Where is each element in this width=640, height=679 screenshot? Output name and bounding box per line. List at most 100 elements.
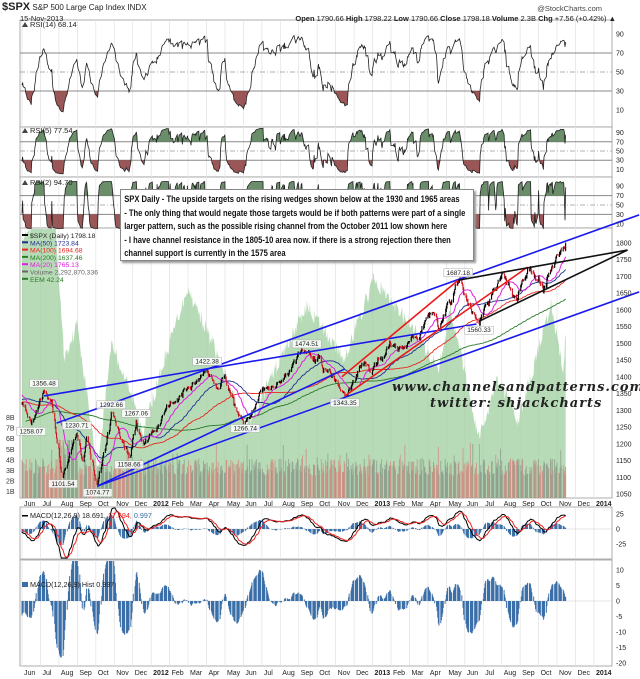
x-tick-label: Jul — [42, 670, 51, 677]
volume-tick-label: 7B — [6, 426, 15, 433]
note-line: larger pattern, such as the possible ris… — [124, 221, 448, 232]
symbol: $SPX — [2, 1, 31, 13]
price-legend-swatch — [22, 234, 28, 236]
ma200-legend-swatch — [22, 255, 28, 258]
x-tick-label: May — [448, 501, 462, 508]
rsi-legend-icon — [22, 22, 28, 27]
pivot-label: 1230.71 — [65, 423, 89, 430]
price-tick-label: 1800 — [616, 241, 632, 248]
rsi-tick-label: 70 — [616, 193, 624, 200]
x-tick-label: Sep — [301, 501, 314, 508]
x-tick-label: Sep — [522, 670, 535, 677]
x-tick-label: Sep — [79, 501, 92, 508]
volume-value: 2.3B — [520, 14, 536, 23]
pivot-label-box — [96, 400, 126, 410]
rsi-legend-icon — [22, 128, 28, 133]
volume-legend-swatch — [22, 270, 28, 273]
eem-legend-swatch — [22, 277, 28, 280]
price-tick-label: 1500 — [616, 341, 632, 348]
hist-tick-label: -15 — [616, 645, 626, 652]
macd-line — [21, 507, 566, 559]
pivot-label-box — [121, 409, 151, 418]
x-tick-label: Aug — [282, 501, 295, 508]
x-tick-label: Apr — [430, 501, 442, 508]
rsi-line — [21, 180, 567, 230]
pivot-label-box — [82, 488, 113, 497]
eem-legend: EEM 42.24 — [30, 277, 64, 284]
hist-tick-label: -20 — [616, 661, 626, 668]
low-label: Low — [393, 14, 409, 23]
pivot-label: 1474.51 — [295, 341, 319, 348]
price-tick-label: 1450 — [616, 358, 632, 365]
macd-legend-signal: 17.694, — [108, 511, 132, 520]
close-label: Close — [440, 14, 461, 23]
x-tick-label: Jun — [467, 501, 478, 508]
macd-tick-label: -25 — [616, 542, 626, 549]
volume-tick-label: 2B — [6, 479, 15, 486]
rsi-tick-label: 10 — [616, 221, 624, 228]
pivot-label: 1158.66 — [118, 462, 141, 469]
rsi-tick-label: 70 — [616, 139, 624, 146]
rsi-oversold-fill — [22, 214, 566, 229]
rsi-tick-label: 50 — [616, 149, 624, 156]
pivot-label-box — [330, 398, 360, 408]
rsi-legend-icon — [22, 180, 28, 185]
pivot-label-box — [192, 357, 222, 366]
hist-tick-label: -10 — [616, 630, 626, 637]
macd-legend: MACD(12,26,9) 18.691, 17.694, 0.997 — [30, 511, 152, 520]
trendline — [458, 249, 628, 281]
brand-logo[interactable]: @StockCharts.com — [537, 4, 602, 13]
price-tick-label: 1650 — [616, 291, 632, 298]
trendline — [56, 214, 640, 424]
pivot-label: 1560.33 — [467, 327, 491, 334]
x-tick-label: Jun — [245, 670, 256, 677]
x-tick-label: Oct — [98, 670, 109, 677]
pivot-label-box — [62, 421, 92, 430]
price-tick-label: 1100 — [616, 475, 631, 482]
trendline — [344, 266, 528, 397]
rsi-tick-label: 50 — [616, 70, 624, 77]
volume-label: Volume — [491, 14, 519, 23]
ma100-line — [21, 279, 567, 449]
pivot-label: 1343.35 — [333, 400, 357, 407]
price-tick-label: 1750 — [616, 257, 632, 264]
x-tick-label: Feb — [172, 670, 184, 677]
open-label: Open — [295, 14, 315, 23]
trendline — [341, 279, 459, 378]
x-tick-label: Oct — [319, 670, 330, 677]
x-tick-label: Aug — [61, 501, 74, 508]
x-tick-label: Jun — [467, 670, 478, 677]
pivot-label: 1266.74 — [233, 425, 257, 432]
x-tick-label: May — [227, 670, 241, 677]
macd-legend-legend_name: MACD(12,26,9) — [30, 511, 80, 520]
x-tick-label: Nov — [338, 501, 351, 508]
pivot-label: 1292.66 — [100, 402, 124, 409]
volume-legend: Volume 2,292,870,336 — [30, 270, 98, 277]
x-tick-label: Mar — [411, 501, 424, 508]
rsi-tick-label: 70 — [616, 51, 624, 58]
hist-legend-icon — [22, 582, 28, 587]
change-label: Chg — [538, 14, 553, 23]
x-tick-label: Dec — [578, 501, 591, 508]
x-tick-label: Apr — [209, 501, 221, 508]
macd-tick-label: 25 — [616, 512, 624, 519]
x-tick-label: Dec — [356, 670, 369, 677]
x-tick-label: 2012 — [153, 670, 169, 677]
pivot-label-box — [29, 379, 59, 388]
rsi-tick-label: 30 — [616, 89, 624, 96]
price-legend: $SPX (Daily) 1798.18 — [30, 233, 96, 240]
price-tick-label: 1350 — [616, 391, 632, 398]
rsi-tick-label: 10 — [616, 167, 624, 174]
volume-tick-label: 3B — [6, 468, 15, 475]
pivot-label-box — [292, 339, 322, 349]
ma20-legend: MA(20) 1765.13 — [30, 262, 79, 269]
rsi-legend: RSI(14) 68.14 — [30, 20, 77, 29]
pivot-label: 1258.07 — [19, 428, 43, 435]
volume-tick-label: 1B — [6, 489, 15, 496]
ma50-legend: MA(50) 1723.84 — [30, 240, 79, 247]
low-value: 1790.66 — [410, 14, 439, 23]
rsi-legend: RSI(2) 94.70 — [30, 178, 73, 187]
x-tick-label: Nov — [338, 670, 351, 677]
change-value: +7.56 (+0.42%) — [554, 14, 607, 23]
x-tick-label: Nov — [116, 670, 129, 677]
